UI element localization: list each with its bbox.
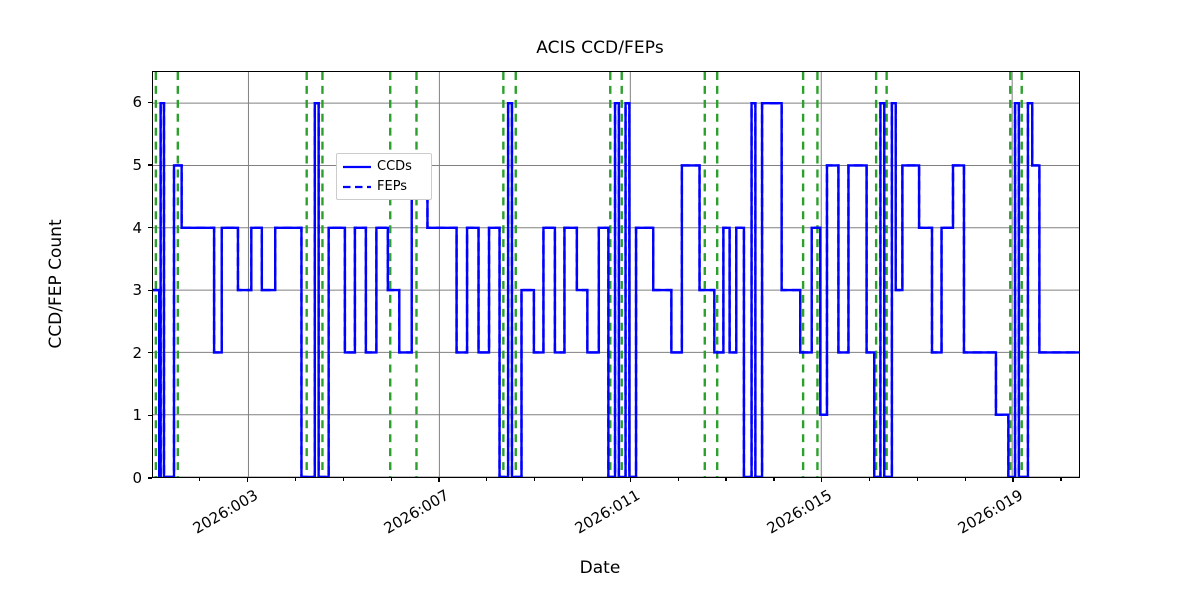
y-tick-label: 1 <box>132 406 142 425</box>
x-tick-mark <box>629 478 631 482</box>
x-tick-mark-minor <box>294 478 297 481</box>
x-tick-mark-minor <box>199 478 201 481</box>
plot-area: CCDs FEPs <box>152 71 1080 478</box>
x-tick-mark <box>821 478 823 482</box>
legend-swatch-solid-icon <box>343 165 371 169</box>
x-tick-mark-minor <box>677 478 679 481</box>
ccds-line <box>153 101 1079 477</box>
legend-swatch-dashed-icon <box>343 185 371 189</box>
y-tick-label: 3 <box>132 281 142 300</box>
x-tick-mark-minor <box>342 478 344 481</box>
x-tick-mark-minor <box>964 478 966 481</box>
plot-svg <box>153 72 1079 477</box>
x-tick-mark <box>438 478 440 482</box>
x-tick-label: 2026:003 <box>189 486 261 538</box>
x-tick-mark-minor <box>581 478 584 481</box>
vertical-marker-lines <box>154 72 1023 477</box>
x-tick-label: 2026:015 <box>763 486 835 538</box>
x-tick-mark-minor <box>486 478 488 481</box>
x-tick-mark <box>1012 478 1014 482</box>
y-tick-label: 0 <box>132 469 142 487</box>
x-tick-mark-minor <box>390 478 392 481</box>
y-tick-label: 5 <box>132 155 142 174</box>
y-tick-label: 2 <box>132 343 142 362</box>
x-tick-mark-minor <box>1060 478 1062 481</box>
y-tick-label: 4 <box>132 218 142 237</box>
x-tick-label: 2026:007 <box>380 486 452 538</box>
x-tick-mark-minor <box>916 478 918 481</box>
x-tick-label: 2026:011 <box>572 486 644 538</box>
x-tick-mark <box>247 478 249 482</box>
x-tick-mark-minor <box>725 478 727 481</box>
x-tick-label: 2026:019 <box>954 486 1027 538</box>
legend-label-ccds: CCDs <box>377 159 412 174</box>
x-tick-mark-minor <box>868 478 871 481</box>
chart-legend[interactable]: CCDs FEPs <box>336 153 432 200</box>
legend-item-feps[interactable]: FEPs <box>342 177 426 197</box>
x-tick-mark-minor <box>773 478 775 481</box>
y-axis-label: CCD/FEP Count <box>46 219 66 349</box>
y-tick-label: 6 <box>132 93 142 112</box>
page-title: ACIS CCD/FEPs <box>536 38 664 58</box>
x-tick-mark-minor <box>534 478 536 481</box>
x-axis-label: Date <box>579 558 621 578</box>
legend-item-ccds[interactable]: CCDs <box>342 157 426 177</box>
ccds-series-line <box>153 101 1079 477</box>
legend-label-feps: FEPs <box>377 179 408 194</box>
